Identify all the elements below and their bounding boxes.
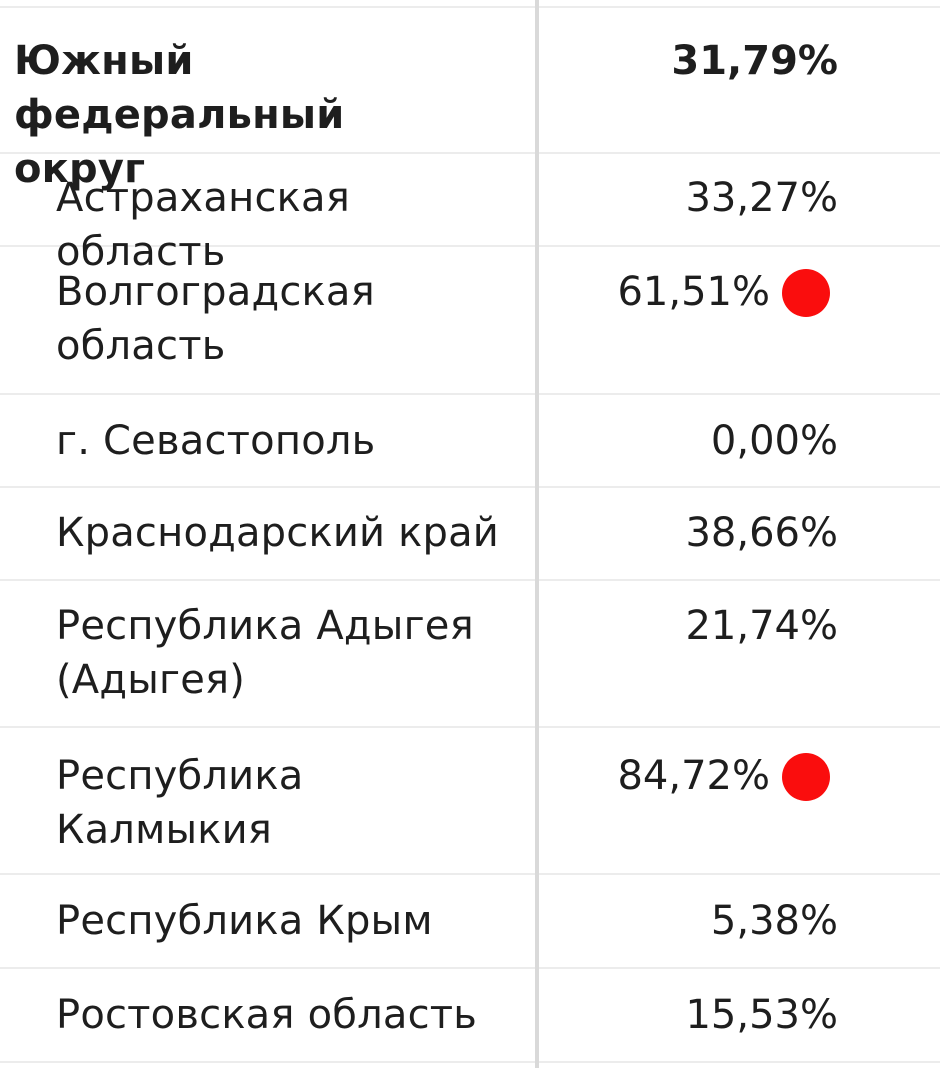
region-value: 15,53%	[685, 992, 838, 1038]
region-name: Республика Калмыкия	[56, 753, 304, 853]
district-value: 31,79%	[671, 38, 838, 84]
table-row: Волгоградская область 61,51%	[0, 247, 940, 395]
table-row: Республика Калмыкия 84,72%	[0, 728, 940, 875]
table-row: Астраханская область 33,27%	[0, 154, 940, 275]
region-value: 0,00%	[710, 418, 838, 464]
red-dot-marker	[782, 753, 830, 801]
red-dot-marker	[782, 269, 830, 317]
table-row: Краснодарский край 38,66%	[0, 488, 940, 581]
region-value: 21,74%	[685, 603, 838, 649]
region-name: Ростовская область	[56, 992, 478, 1038]
region-value: 33,27%	[685, 175, 838, 221]
table-row: Ростовская область 15,53%	[0, 969, 940, 1063]
table-row: Республика Адыгея (Адыгея) 21,74%	[0, 581, 940, 728]
region-name: Краснодарский край	[56, 510, 499, 556]
region-name: Республика Крым	[56, 898, 433, 944]
region-value: 38,66%	[685, 510, 838, 556]
region-name: Астраханская область	[56, 175, 351, 275]
region-name: Волгоградская область	[56, 269, 375, 369]
table-row: г. Севастополь 0,00%	[0, 395, 940, 488]
region-name: г. Севастополь	[56, 418, 376, 464]
district-name: Южный федеральный округ	[14, 38, 345, 192]
region-name: Республика Адыгея (Адыгея)	[56, 603, 474, 703]
region-value: 84,72%	[617, 753, 770, 799]
region-value: 61,51%	[617, 269, 770, 315]
top-divider	[0, 0, 940, 8]
district-row: Южный федеральный округ 31,79%	[0, 8, 940, 192]
column-divider	[535, 0, 539, 1068]
table-row: Республика Крым 5,38%	[0, 875, 940, 969]
region-value: 5,38%	[710, 898, 838, 944]
